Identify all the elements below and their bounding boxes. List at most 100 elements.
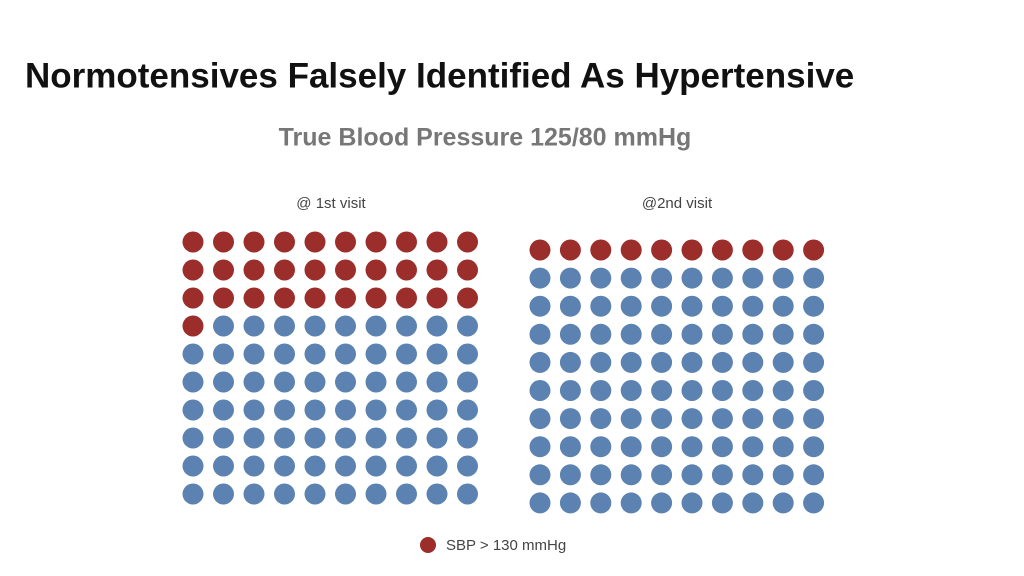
waffle-dot bbox=[182, 427, 204, 449]
waffle-dot bbox=[529, 239, 551, 261]
waffle-dot bbox=[711, 380, 733, 401]
waffle-dot bbox=[681, 351, 703, 373]
waffle-dot bbox=[803, 408, 825, 430]
waffle-dot bbox=[803, 380, 825, 401]
waffle-dot bbox=[213, 343, 234, 365]
waffle-dot bbox=[590, 323, 612, 345]
waffle-dot bbox=[529, 351, 551, 373]
waffle-dot bbox=[529, 380, 551, 401]
waffle-dot bbox=[365, 315, 387, 337]
waffle-dot bbox=[335, 315, 356, 337]
page-title: Normotensives Falsely Identified As Hype… bbox=[25, 56, 854, 95]
waffle-dot bbox=[742, 351, 764, 373]
waffle-dot bbox=[365, 455, 387, 477]
waffle-dot bbox=[803, 239, 825, 261]
waffle-dot bbox=[681, 380, 703, 401]
waffle-dot bbox=[529, 464, 551, 486]
waffle-dot bbox=[590, 351, 612, 373]
waffle-dot bbox=[772, 436, 794, 458]
waffle-dot bbox=[243, 231, 265, 253]
waffle-dot bbox=[274, 371, 295, 393]
waffle-dot bbox=[396, 371, 417, 393]
waffle-dot bbox=[711, 239, 733, 261]
waffle-dot bbox=[457, 343, 478, 365]
waffle-dot bbox=[559, 380, 581, 401]
waffle-dot bbox=[335, 287, 356, 309]
waffle-dot bbox=[243, 371, 265, 393]
waffle-dot bbox=[426, 371, 448, 393]
waffle-dot bbox=[304, 315, 326, 337]
waffle-dot bbox=[457, 315, 478, 337]
waffle-dot bbox=[711, 436, 733, 458]
waffle-dot bbox=[772, 323, 794, 345]
waffle-dot bbox=[803, 351, 825, 373]
waffle-dot bbox=[590, 239, 612, 261]
waffle-dot bbox=[243, 399, 265, 421]
waffle-dot bbox=[274, 343, 295, 365]
waffle-dot bbox=[243, 427, 265, 449]
panel-title: @2nd visit bbox=[642, 195, 713, 212]
waffle-dot bbox=[396, 483, 417, 505]
waffle-dot bbox=[742, 323, 764, 345]
waffle-dot bbox=[711, 323, 733, 345]
waffle-dot bbox=[772, 351, 794, 373]
waffle-dot bbox=[559, 267, 581, 289]
waffle-dot bbox=[620, 408, 642, 430]
waffle-dot bbox=[711, 267, 733, 289]
waffle-dot bbox=[772, 239, 794, 261]
waffle-dot bbox=[182, 259, 204, 281]
waffle-dot bbox=[274, 287, 295, 309]
waffle-dot bbox=[620, 267, 642, 289]
waffle-dot bbox=[681, 239, 703, 261]
waffle-dot bbox=[651, 380, 673, 401]
waffle-dot bbox=[304, 427, 326, 449]
waffle-dot bbox=[529, 436, 551, 458]
waffle-dot bbox=[243, 259, 265, 281]
waffle-dot bbox=[396, 287, 417, 309]
waffle-dot bbox=[274, 315, 295, 337]
waffle-dot bbox=[335, 483, 356, 505]
waffle-dot bbox=[365, 483, 387, 505]
waffle-dot bbox=[620, 492, 642, 514]
waffle-dot bbox=[335, 399, 356, 421]
waffle-dot bbox=[304, 371, 326, 393]
waffle-dot bbox=[335, 427, 356, 449]
waffle-dot bbox=[335, 259, 356, 281]
waffle-dot bbox=[803, 436, 825, 458]
waffle-dot bbox=[620, 464, 642, 486]
waffle-dot bbox=[681, 464, 703, 486]
waffle-dot bbox=[426, 483, 448, 505]
waffle-dot bbox=[590, 380, 612, 401]
waffle-dot bbox=[711, 351, 733, 373]
waffle-dot bbox=[590, 267, 612, 289]
waffle-dot bbox=[396, 455, 417, 477]
waffle-dot bbox=[274, 231, 295, 253]
waffle-dot bbox=[772, 295, 794, 317]
waffle-dot bbox=[651, 267, 673, 289]
waffle-dot bbox=[182, 231, 204, 253]
waffle-dot bbox=[274, 259, 295, 281]
waffle-dot bbox=[529, 492, 551, 514]
legend-label: SBP > 130 mmHg bbox=[446, 537, 566, 554]
waffle-dot bbox=[304, 343, 326, 365]
waffle-dot bbox=[742, 267, 764, 289]
waffle-dot bbox=[742, 239, 764, 261]
waffle-dot bbox=[742, 464, 764, 486]
waffle-dot bbox=[711, 464, 733, 486]
waffle-dot bbox=[620, 380, 642, 401]
waffle-dot bbox=[213, 483, 234, 505]
waffle-dot bbox=[651, 464, 673, 486]
waffle-dot bbox=[590, 492, 612, 514]
waffle-dot bbox=[396, 231, 417, 253]
waffle-dot bbox=[274, 483, 295, 505]
waffle-dot bbox=[651, 408, 673, 430]
waffle-dot bbox=[335, 231, 356, 253]
waffle-dot bbox=[365, 231, 387, 253]
waffle-dot bbox=[426, 287, 448, 309]
waffle-dot bbox=[803, 492, 825, 514]
waffle-dot bbox=[335, 455, 356, 477]
waffle-dot bbox=[304, 259, 326, 281]
waffle-dot bbox=[681, 492, 703, 514]
waffle-dot bbox=[457, 259, 478, 281]
